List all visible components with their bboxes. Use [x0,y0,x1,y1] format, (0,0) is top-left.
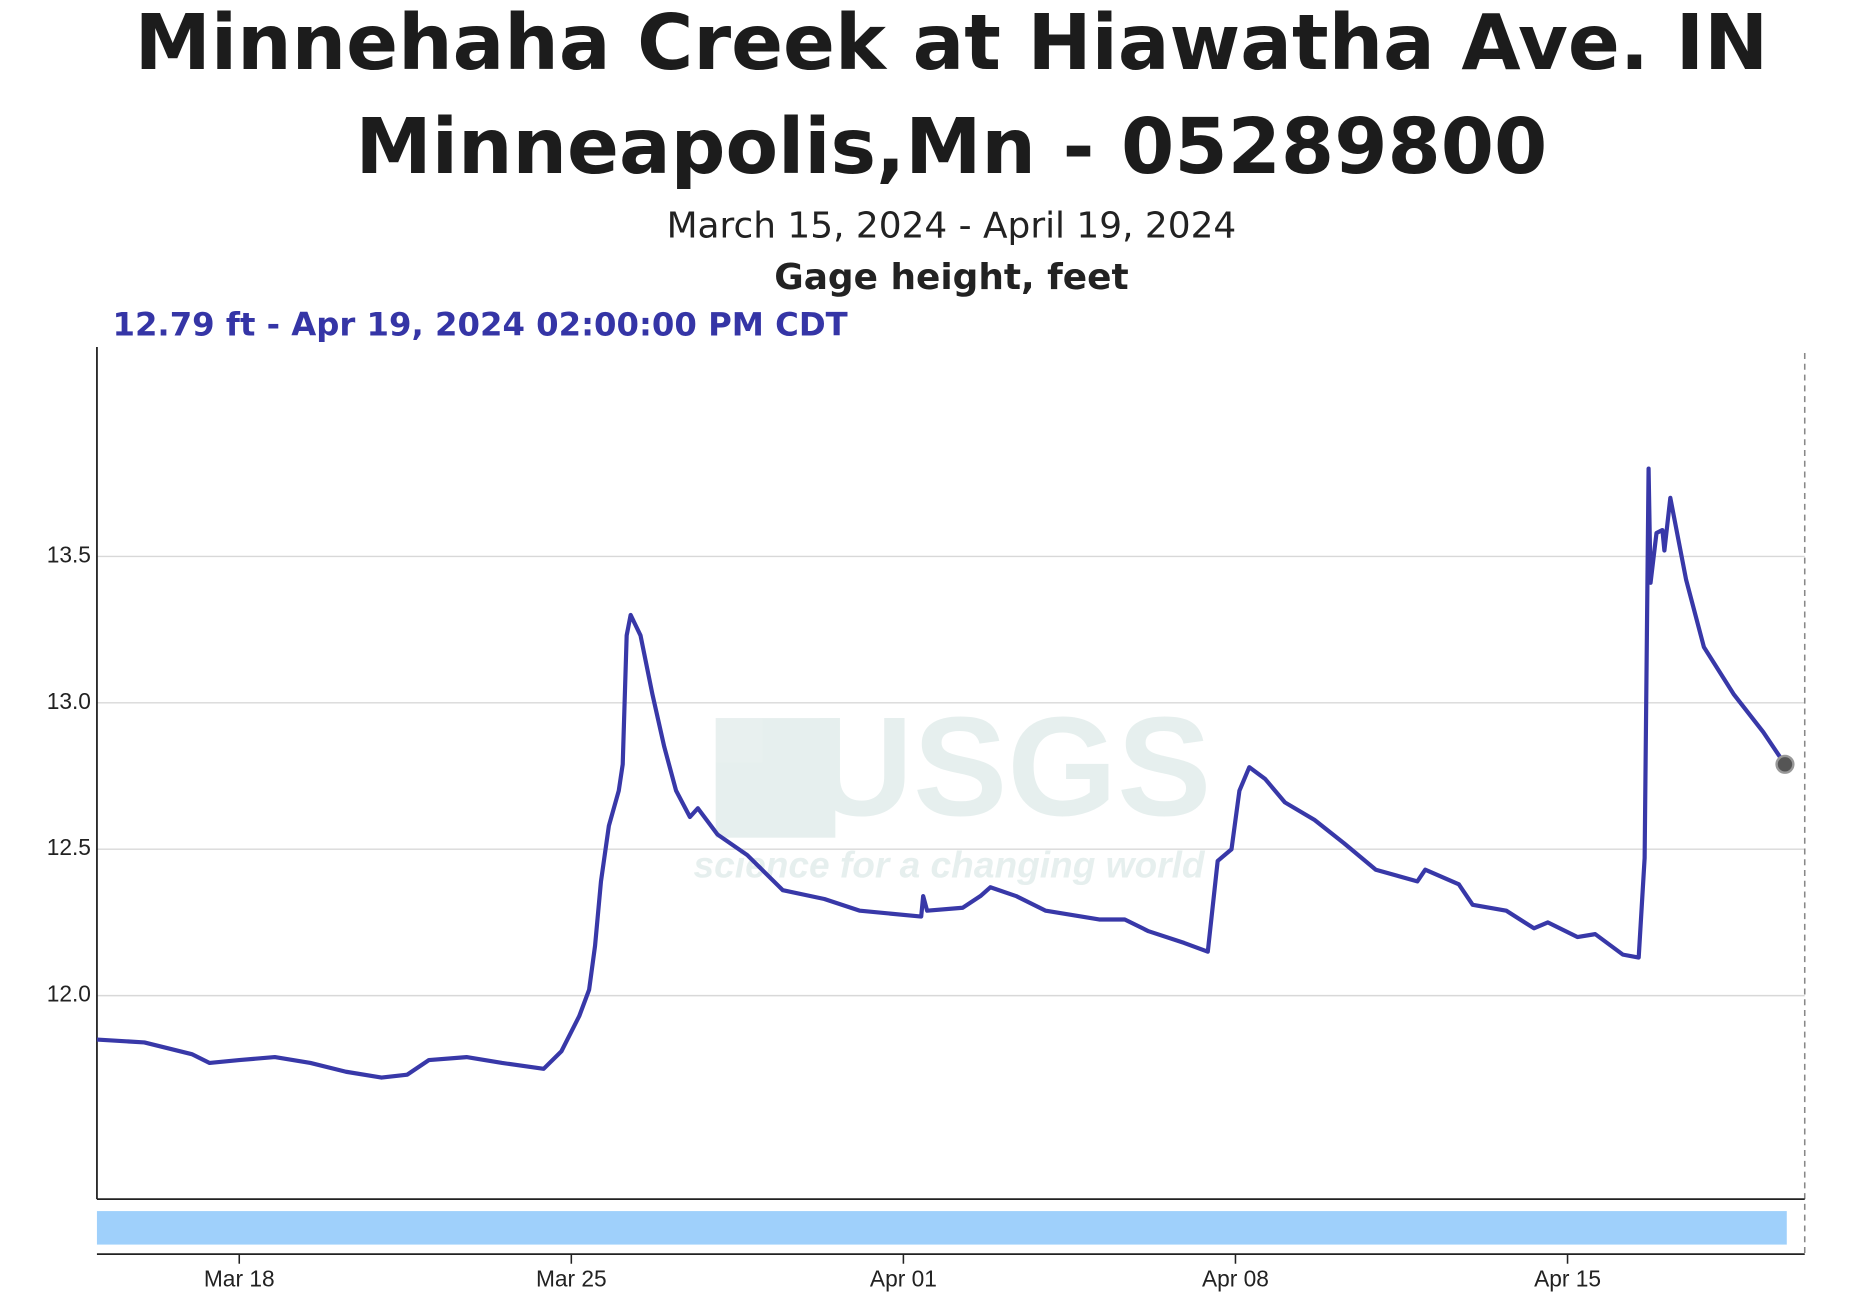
chart-title: Minneapolis,Mn - 05289800 [356,103,1548,192]
x-tick-label: Mar 18 [204,1265,275,1291]
y-tick-label: 13.5 [47,541,91,567]
y-axis-title: Gage height, feet [774,257,1128,298]
y-tick-label: 12.0 [47,981,91,1007]
chart-title: Minnehaha Creek at Hiawatha Ave. IN [135,0,1769,88]
x-tick-label: Apr 01 [870,1265,937,1291]
navigator[interactable] [96,1211,1787,1245]
watermark: USGS science for a changing world [694,687,1212,885]
readout: 12.79 ft - Apr 19, 2024 02:00:00 PM CDT [112,306,847,344]
watermark-logo: USGS [811,687,1211,845]
x-tick-label: Mar 25 [536,1265,607,1291]
x-tick-label: Apr 08 [1202,1265,1269,1291]
data-line [96,466,1787,1080]
watermark-tagline: science for a changing world [694,843,1206,885]
x-tick-label: Apr 15 [1534,1265,1601,1291]
watermark-waves [715,718,836,838]
y-tick-label: 13.0 [47,688,91,714]
last-point-marker [1775,754,1795,774]
grid [96,555,1805,997]
y-tick-label: 12.5 [47,834,91,860]
chart-subtitle: March 15, 2024 - April 19, 2024 [667,205,1237,246]
